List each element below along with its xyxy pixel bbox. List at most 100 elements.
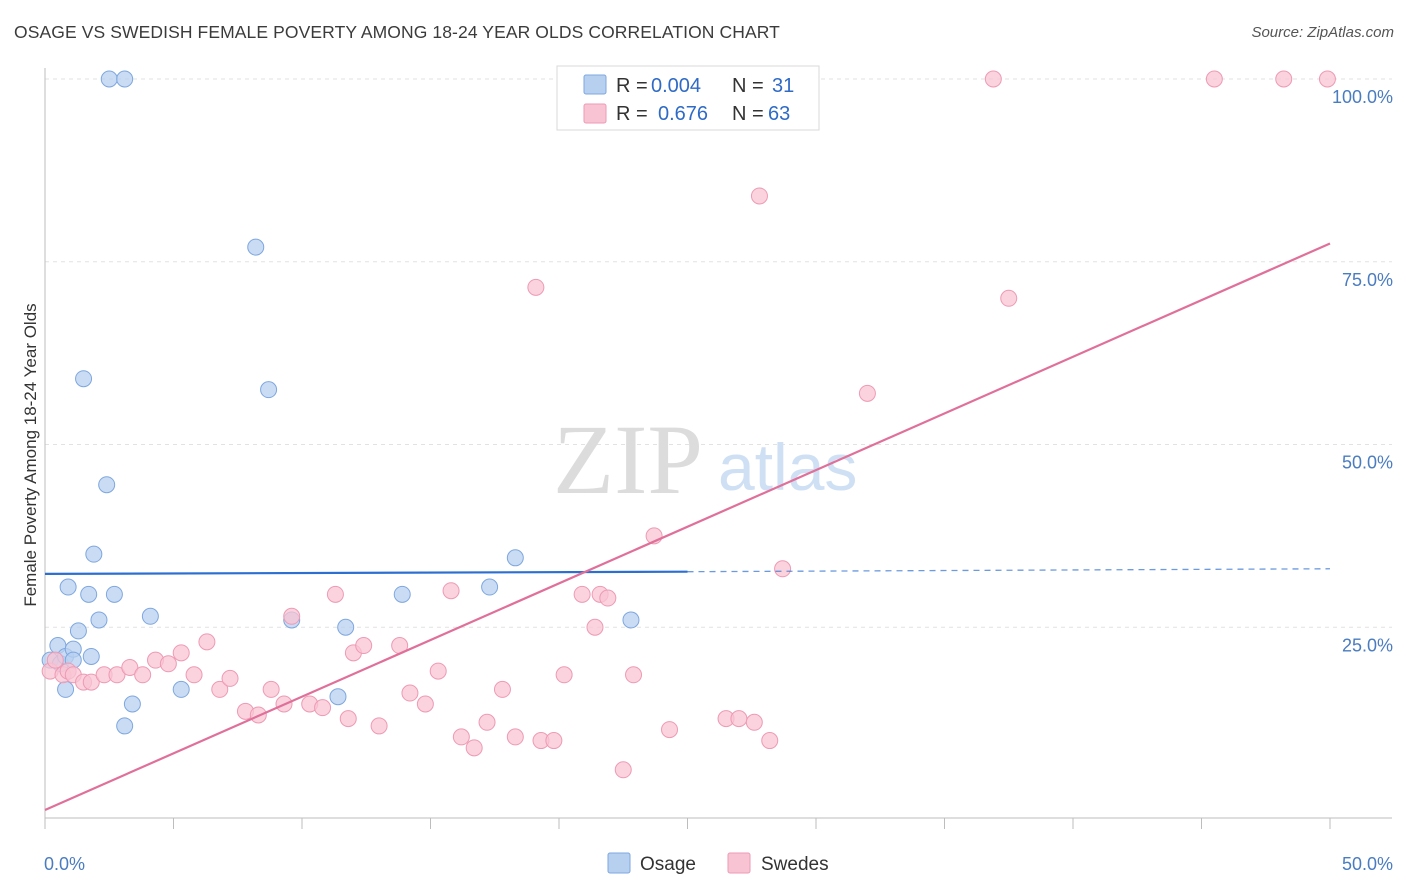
swedes-point-62	[1205, 70, 1223, 88]
osage-point-27	[393, 585, 411, 603]
swedes-trend-line	[44, 242, 1331, 812]
swedes-point-22	[283, 607, 301, 625]
chart-title: OSAGE VS SWEDISH FEMALE POVERTY AMONG 18…	[14, 22, 780, 42]
swedes-point-63	[1275, 70, 1293, 88]
swedes-point-14	[185, 666, 203, 684]
bottom-legend-swatch-osage	[607, 852, 631, 874]
osage-point-21	[172, 680, 190, 698]
swedes-point-54	[745, 713, 763, 731]
osage-point-8	[69, 622, 87, 640]
osage-point-15	[105, 585, 123, 603]
y-tick-label-0: 25.0%	[1342, 635, 1393, 655]
legend-swatch-swedes	[583, 103, 607, 124]
y-tick-label-1: 50.0%	[1342, 453, 1393, 473]
osage-point-25	[329, 688, 347, 706]
swedes-point-10	[134, 666, 152, 684]
swedes-point-49	[625, 666, 643, 684]
bottom-legend-swatch-swedes	[727, 852, 751, 874]
bottom-legend-osage: Osage	[640, 854, 696, 875]
swedes-point-6	[82, 673, 100, 691]
swedes-point-60	[984, 70, 1002, 88]
swedes-point-61	[1000, 289, 1018, 307]
swedes-point-35	[452, 728, 470, 746]
swedes-point-56	[761, 732, 779, 750]
source-label: Source: ZipAtlas.com	[1251, 24, 1394, 41]
swedes-point-25	[326, 585, 344, 603]
swedes-point-64	[1318, 70, 1336, 88]
osage-point-14	[98, 476, 116, 494]
swedes-point-57	[774, 560, 792, 578]
osage-point-16	[100, 70, 118, 88]
swedes-point-53	[730, 710, 748, 728]
swedes-point-47	[599, 589, 617, 607]
swedes-point-37	[478, 713, 496, 731]
axes	[44, 68, 1392, 829]
swedes-point-26	[339, 710, 357, 728]
swedes-point-15	[198, 633, 216, 651]
gridlines	[45, 78, 1392, 628]
swedes-point-40	[527, 278, 545, 296]
osage-trend-line	[44, 570, 688, 575]
swedes-point-9	[121, 658, 139, 676]
osage-point-30	[622, 611, 640, 629]
legend-r-value-osage: 0.004	[651, 75, 701, 97]
swedes-point-12	[159, 655, 177, 673]
y-axis-label: Female Poverty Among 18-24 Year Olds	[21, 303, 40, 606]
osage-point-23	[260, 381, 278, 399]
osage-point-9	[75, 370, 93, 388]
tick-labels: 25.0% 50.0% 75.0% 100.0% 0.0% 50.0%	[44, 87, 1393, 874]
swedes-point-29	[370, 717, 388, 735]
x-tick-label-1: 50.0%	[1342, 854, 1393, 874]
osage-point-26	[337, 618, 355, 636]
osage-point-11	[82, 647, 100, 665]
swedes-point-43	[555, 666, 573, 684]
bottom-legend-swedes: Swedes	[761, 854, 829, 875]
osage-point-5	[59, 578, 77, 596]
swedes-point-1	[46, 651, 64, 669]
osage-point-4	[57, 680, 75, 698]
osage-point-12	[85, 545, 103, 563]
trend-lines	[44, 242, 1331, 812]
legend-r-label-osage: R =	[616, 75, 648, 97]
osage-point-13	[90, 611, 108, 629]
bottom-legend: Osage Swedes	[607, 852, 829, 875]
swedes-point-48	[614, 761, 632, 779]
watermark-zip: ZIP	[553, 404, 703, 515]
swedes-point-45	[586, 618, 604, 636]
swedes-point-13	[172, 644, 190, 662]
swedes-point-8	[108, 666, 126, 684]
swedes-point-28	[355, 637, 373, 655]
osage-point-22	[247, 238, 265, 256]
data-points	[41, 70, 1336, 779]
swedes-point-24	[314, 699, 332, 717]
legend-n-value-swedes: 63	[768, 103, 790, 125]
osage-point-20	[141, 607, 159, 625]
swedes-point-38	[493, 680, 511, 698]
swedes-point-20	[262, 680, 280, 698]
legend-r-label-swedes: R =	[616, 103, 648, 125]
swedes-point-36	[465, 739, 483, 757]
legend-n-value-osage: 31	[772, 75, 794, 97]
swedes-point-51	[661, 721, 679, 739]
swedes-point-33	[429, 662, 447, 680]
y-tick-label-3: 100.0%	[1332, 87, 1393, 107]
osage-point-18	[116, 717, 134, 735]
osage-point-28	[481, 578, 499, 596]
osage-point-19	[123, 695, 141, 713]
swedes-point-31	[401, 684, 419, 702]
legend-r-value-swedes: 0.676	[658, 103, 708, 125]
swedes-point-16	[211, 680, 229, 698]
swedes-point-34	[442, 582, 460, 600]
swedes-point-59	[858, 384, 876, 402]
swedes-point-32	[416, 695, 434, 713]
x-tick-label-0: 0.0%	[44, 854, 85, 874]
swedes-point-55	[750, 187, 768, 205]
osage-point-10	[80, 585, 98, 603]
swedes-point-44	[573, 585, 591, 603]
swedes-point-42	[545, 732, 563, 750]
osage-point-17	[116, 70, 134, 88]
legend-n-label-osage: N =	[732, 75, 764, 97]
y-tick-label-2: 75.0%	[1342, 270, 1393, 290]
osage-point-29	[506, 549, 524, 567]
